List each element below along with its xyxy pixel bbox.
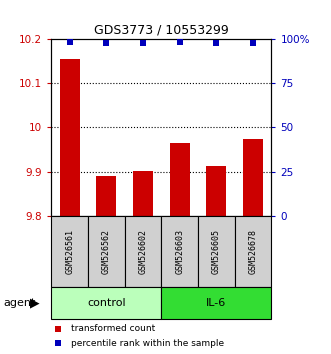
Text: GSM526602: GSM526602 xyxy=(138,229,148,274)
Bar xyxy=(198,216,235,287)
Bar xyxy=(51,287,161,319)
Text: control: control xyxy=(87,298,126,308)
Text: GSM526603: GSM526603 xyxy=(175,229,184,274)
Bar xyxy=(235,216,271,287)
Bar xyxy=(125,216,161,287)
Text: GSM526678: GSM526678 xyxy=(249,229,258,274)
Title: GDS3773 / 10553299: GDS3773 / 10553299 xyxy=(94,23,229,36)
Bar xyxy=(243,138,263,216)
Bar xyxy=(161,216,198,287)
Text: IL-6: IL-6 xyxy=(206,298,226,308)
Bar xyxy=(51,216,88,287)
Bar xyxy=(169,143,190,216)
Text: ▶: ▶ xyxy=(30,296,40,309)
Text: percentile rank within the sample: percentile rank within the sample xyxy=(71,339,224,348)
Text: GSM526562: GSM526562 xyxy=(102,229,111,274)
Text: transformed count: transformed count xyxy=(71,324,155,333)
Text: agent: agent xyxy=(3,298,36,308)
Bar xyxy=(60,59,80,216)
Bar xyxy=(96,176,117,216)
Bar xyxy=(88,216,125,287)
Text: GSM526605: GSM526605 xyxy=(212,229,221,274)
Text: GSM526561: GSM526561 xyxy=(65,229,74,274)
Bar xyxy=(206,166,226,216)
Bar xyxy=(133,171,153,216)
Bar xyxy=(161,287,271,319)
